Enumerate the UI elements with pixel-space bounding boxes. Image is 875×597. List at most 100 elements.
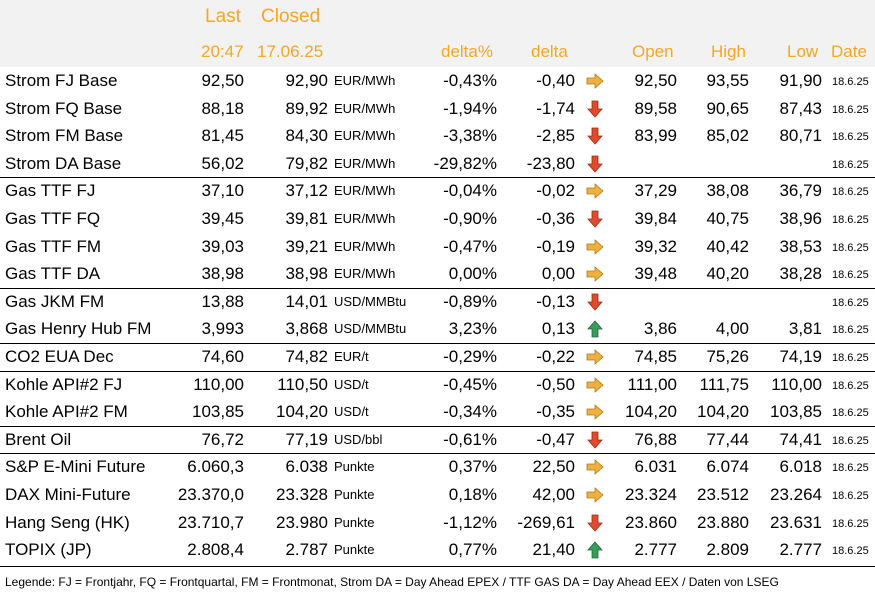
cell-open: 111,00 [627, 374, 677, 394]
table-row: Gas JKM FM 13,88 14,01 USD/MMBtu -0,89% -0,13… [0, 288, 875, 316]
cell-high: 75,26 [706, 347, 749, 366]
table-row: Strom DA Base 56,02 79,82 EUR/MWh -29,82% -23… [0, 150, 875, 178]
cell-delta-pct: 0,18% [448, 485, 497, 504]
cell-name: Gas Henry Hub FM [5, 319, 152, 339]
table-row: S&P E-Mini Future 6.060,3 6.038 Punkte 0,37%… [0, 453, 875, 481]
cell-low: 87,43 [779, 98, 822, 118]
cell-open: 39,48 [634, 264, 677, 284]
cell-last: 92,50 [201, 71, 244, 90]
arrow-right-icon [586, 348, 604, 366]
arrow-up-icon [586, 541, 604, 559]
cell-delta: -269,61 [517, 512, 575, 532]
cell-date: 18.6.25 [832, 158, 869, 171]
arrow-down-icon [586, 100, 604, 118]
cell-closed: 39,81 [285, 209, 328, 228]
cell-delta-pct: -0,34% [443, 402, 497, 422]
cell-unit: EUR/MWh [334, 211, 396, 226]
cell-low: 38,96 [779, 209, 822, 228]
cell-unit: EUR/MWh [334, 266, 396, 282]
cell-delta: -1,74 [536, 98, 575, 118]
cell-date: 18.6.25 [832, 131, 869, 144]
cell-unit: EUR/MWh [334, 73, 396, 88]
cell-open: 89,58 [634, 98, 677, 118]
cell-delta: -0,50 [536, 374, 575, 394]
cell-last: 6.060,3 [187, 457, 244, 477]
cell-unit: USD/MMBtu [334, 293, 407, 309]
cell-high: 40,20 [706, 264, 749, 284]
cell-closed: 89,92 [285, 98, 328, 118]
cell-open: 92,50 [634, 71, 677, 90]
header-delta-pct: delta% [441, 42, 493, 61]
cell-date: 18.6.25 [832, 517, 869, 530]
header-last-label: Last [205, 6, 241, 27]
group-divider [0, 177, 875, 178]
cell-last: 23.710,7 [177, 512, 244, 532]
table-row: Strom FJ Base 92,50 92,90 EUR/MWh -0,43% -0,4… [0, 67, 875, 95]
cell-low: 103,85 [770, 402, 822, 422]
cell-high: 111,75 [699, 374, 749, 394]
table-row: Brent Oil 76,72 77,19 USD/bbl -0,61% -0,47 76,… [0, 426, 875, 454]
cell-delta: -0,22 [536, 347, 575, 366]
cell-last: 39,45 [201, 209, 244, 228]
cell-unit: USD/t [334, 376, 369, 392]
cell-name: Gas TTF FJ [5, 181, 96, 201]
table-row: Kohle API#2 FJ 110,00 110,50 USD/t -0,45% -0,… [0, 371, 875, 399]
cell-name: Strom FQ Base [5, 98, 123, 118]
cell-high: 23.880 [697, 512, 749, 532]
cell-delta-pct: -0,61% [443, 429, 497, 449]
header-delta: delta [531, 42, 568, 61]
arrow-right-icon [586, 72, 604, 90]
cell-last: 13,88 [201, 291, 244, 311]
cell-closed: 2.787 [285, 540, 328, 560]
cell-delta: 42,00 [532, 485, 575, 504]
cell-open: 3,86 [643, 319, 677, 339]
cell-delta-pct: -1,12% [443, 512, 497, 532]
header-closed-date: 17.06.25 [257, 42, 324, 61]
cell-date: 18.6.25 [832, 324, 869, 337]
cell-unit: EUR/t [334, 349, 369, 364]
cell-date: 18.6.25 [832, 186, 869, 199]
arrow-down-icon [586, 293, 604, 311]
cell-low: 23.264 [770, 485, 822, 504]
group-divider [0, 343, 875, 344]
cell-name: Kohle API#2 FM [5, 402, 128, 422]
cell-open: 23.324 [625, 485, 677, 504]
cell-high: 85,02 [706, 126, 749, 146]
cell-high: 40,75 [706, 209, 749, 228]
cell-unit: EUR/MWh [334, 238, 396, 254]
cell-low: 2.777 [779, 540, 822, 560]
table-row: Gas TTF FM 39,03 39,21 EUR/MWh -0,47% -0,19 39… [0, 233, 875, 261]
cell-closed: 77,19 [285, 429, 328, 449]
header-closed-label: Closed [261, 6, 321, 27]
cell-date: 18.6.25 [832, 545, 869, 558]
table-row: Hang Seng (HK) 23.710,7 23.980 Punkte -1,12%… [0, 509, 875, 537]
cell-unit: EUR/MWh [334, 155, 396, 171]
cell-unit: Punkte [334, 487, 375, 502]
table-row: CO2 EUA Dec 74,60 74,82 EUR/t -0,29% -0,22 74,… [0, 343, 875, 371]
cell-low: 38,53 [779, 236, 822, 256]
cell-date: 18.6.25 [832, 352, 869, 364]
arrow-right-icon [586, 376, 604, 394]
cell-closed: 38,98 [285, 264, 328, 284]
cell-low: 38,28 [779, 264, 822, 284]
cell-open: 39,84 [634, 209, 677, 228]
cell-name: Strom FM Base [5, 126, 124, 146]
table-row: Strom FM Base 81,45 84,30 EUR/MWh -3,38% -2,8… [0, 122, 875, 150]
cell-closed: 39,21 [285, 236, 328, 256]
cell-high: 93,55 [706, 71, 749, 90]
cell-low: 110,00 [771, 374, 822, 394]
cell-unit: EUR/MWh [334, 128, 396, 144]
cell-last: 81,45 [201, 126, 244, 146]
cell-high: 40,42 [706, 236, 749, 256]
cell-closed: 74,82 [285, 347, 328, 366]
cell-delta: -0,47 [536, 429, 575, 449]
cell-delta-pct: 0,77% [448, 540, 497, 560]
cell-delta-pct: -0,89% [443, 291, 497, 311]
arrow-right-icon [586, 238, 604, 256]
cell-delta-pct: -0,29% [443, 347, 497, 366]
header-open: Open [632, 42, 674, 61]
cell-date: 18.6.25 [832, 490, 869, 502]
group-divider [0, 426, 875, 427]
cell-low: 6.018 [779, 457, 822, 477]
cell-delta-pct: -3,38% [443, 126, 497, 146]
